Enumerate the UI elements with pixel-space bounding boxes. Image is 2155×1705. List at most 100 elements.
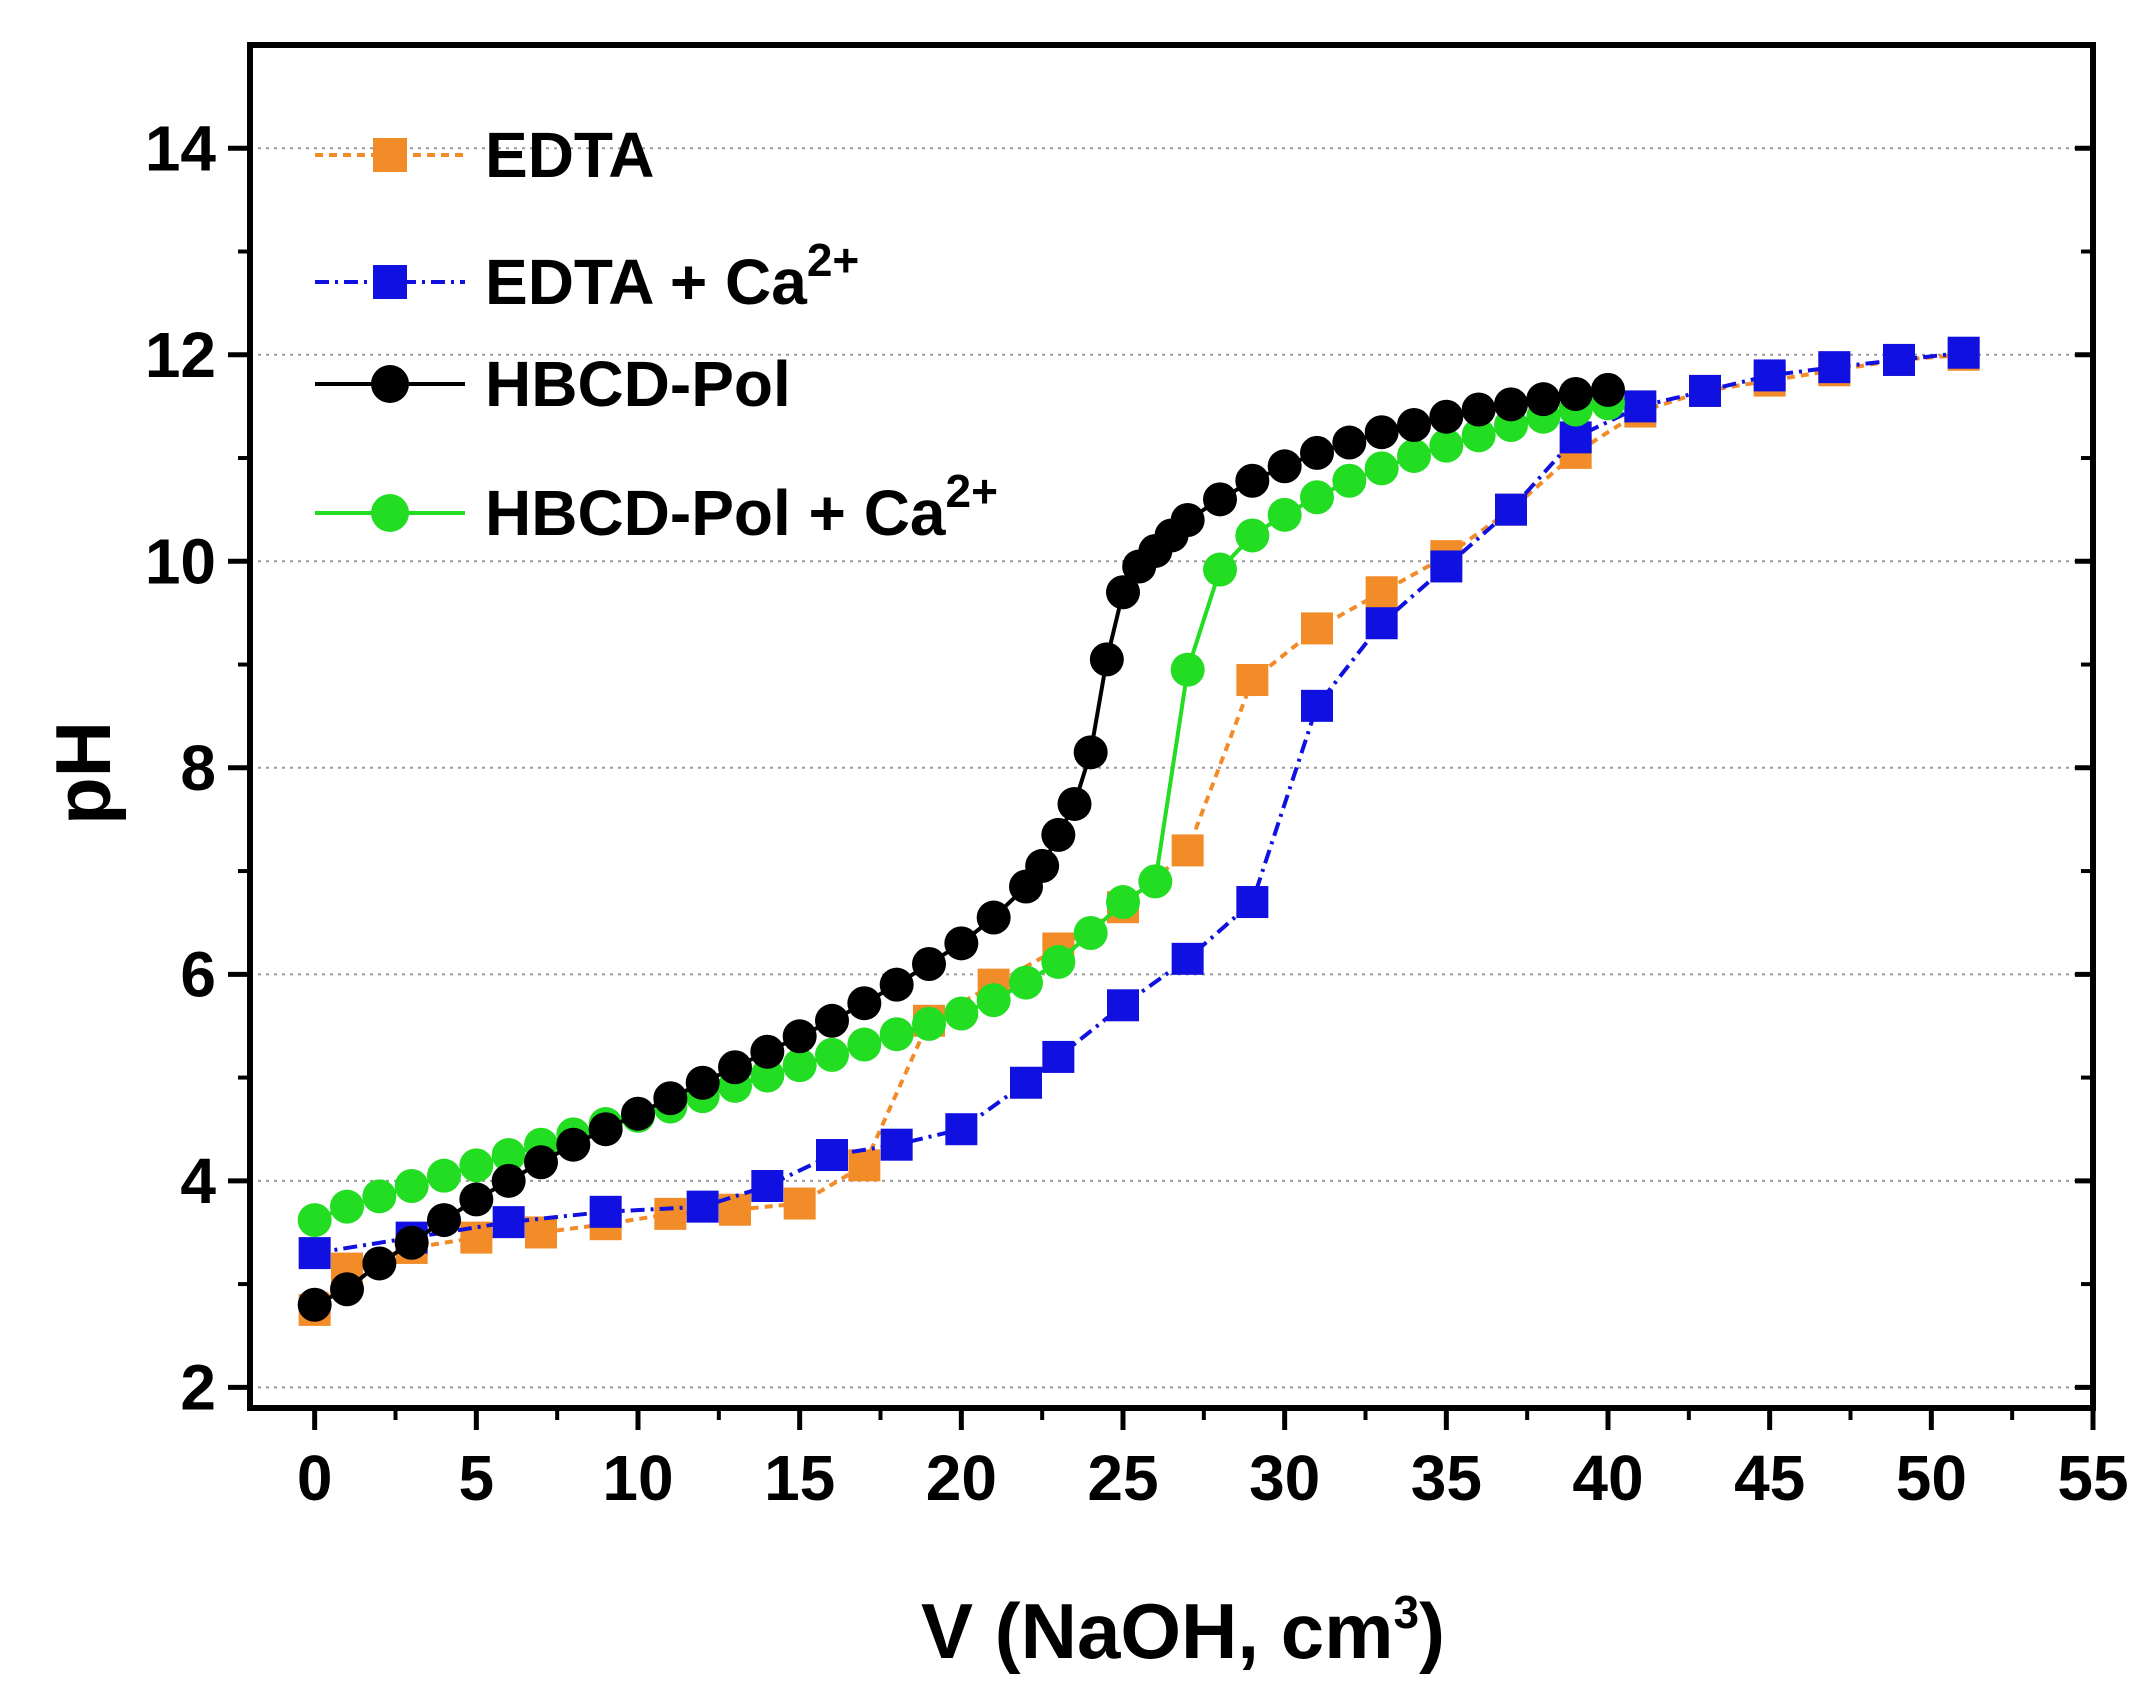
data-point (782, 1048, 817, 1083)
data-point (1397, 438, 1431, 473)
legend-marker (373, 265, 407, 299)
data-point (750, 1034, 785, 1069)
y-tick-label: 8 (180, 732, 216, 804)
data-point (330, 1272, 364, 1307)
data-point (394, 1225, 429, 1260)
x-tick-label: 5 (459, 1442, 495, 1514)
y-tick-label: 6 (180, 938, 216, 1010)
data-point (847, 986, 882, 1021)
data-point (912, 1006, 946, 1041)
data-point (362, 1246, 397, 1281)
data-point (1689, 374, 1721, 407)
data-point (362, 1179, 397, 1214)
data-point (1171, 834, 1204, 867)
data-point (1397, 407, 1431, 442)
data-point (880, 1128, 913, 1161)
data-point (491, 1138, 526, 1173)
data-point (1025, 848, 1060, 883)
data-point (427, 1158, 461, 1193)
x-tick-label: 25 (1087, 1442, 1158, 1514)
data-point (1494, 387, 1528, 422)
data-point (1332, 425, 1367, 460)
data-point (1010, 1066, 1042, 1099)
data-point (1170, 502, 1205, 537)
data-point (1236, 664, 1269, 697)
data-point (815, 1003, 849, 1038)
data-point (879, 1017, 914, 1052)
data-point (1203, 482, 1237, 517)
data-point (1057, 786, 1092, 821)
x-tick-label: 20 (926, 1442, 997, 1514)
data-point (1235, 463, 1270, 498)
data-point (1753, 359, 1786, 392)
data-point (524, 1145, 558, 1180)
data-point (1107, 989, 1139, 1022)
x-tick-label: 50 (1896, 1442, 1967, 1514)
legend-marker (373, 138, 407, 172)
data-point (1041, 817, 1076, 852)
data-point (1300, 435, 1334, 470)
series-1 (298, 336, 1980, 1270)
data-point (298, 1237, 331, 1270)
data-point (1365, 607, 1398, 640)
data-point (848, 1149, 881, 1182)
x-axis-title: V (NaOH, cm3) (921, 1586, 1445, 1675)
data-point (1073, 916, 1108, 951)
series-2 (297, 372, 1625, 1322)
data-point (1624, 390, 1657, 423)
data-point (588, 1112, 623, 1147)
data-point (751, 1169, 784, 1202)
y-tick-label: 10 (145, 525, 216, 597)
data-point (816, 1139, 848, 1172)
y-axis-title: pH (39, 721, 127, 825)
data-point (1430, 550, 1463, 583)
data-point (1301, 612, 1333, 645)
data-point (1089, 642, 1124, 677)
data-point (297, 1203, 332, 1238)
data-point (1883, 343, 1915, 376)
data-point (685, 1065, 720, 1100)
data-point (330, 1189, 364, 1224)
data-point (653, 1081, 688, 1116)
data-point (1171, 942, 1204, 975)
x-tick-label: 10 (602, 1442, 673, 1514)
data-point (525, 1216, 557, 1249)
data-point (782, 1019, 817, 1054)
data-point (783, 1187, 816, 1220)
x-tick-label: 55 (2057, 1442, 2128, 1514)
y-tick-label: 12 (145, 319, 216, 391)
data-point (1429, 399, 1464, 434)
data-point (944, 996, 979, 1031)
data-point (654, 1197, 687, 1230)
data-point (1073, 735, 1108, 770)
axis-ticks (228, 145, 2096, 1430)
legend: EDTA EDTA + Ca2+ HBCD-Pol HBCD-Pol + Ca2+ (315, 119, 998, 549)
x-tick-label: 0 (297, 1442, 333, 1514)
x-tick-label: 45 (1734, 1442, 1805, 1514)
x-axis-title-superscript: 3 (1393, 1586, 1419, 1638)
data-point (1818, 351, 1851, 384)
legend-marker (371, 365, 409, 403)
data-point (1558, 377, 1593, 412)
data-point (1461, 392, 1496, 427)
y-tick-label: 4 (180, 1145, 216, 1217)
data-point (1461, 418, 1496, 453)
x-axis-title-main: V (NaOH, cm (921, 1587, 1393, 1675)
x-tick-labels: 0 5 10 15 20 25 30 35 40 45 50 55 (297, 1442, 2129, 1514)
x-tick-label: 35 (1411, 1442, 1482, 1514)
data-point (491, 1163, 526, 1198)
data-point (976, 900, 1011, 935)
data-point (297, 1287, 332, 1322)
data-point (1365, 576, 1398, 609)
data-point (1009, 965, 1043, 1000)
data-point (847, 1027, 882, 1062)
legend-label: EDTA (485, 119, 654, 191)
data-point (1495, 493, 1527, 526)
y-tick-label: 2 (180, 1351, 216, 1423)
data-point (945, 1113, 978, 1146)
data-point (1170, 652, 1205, 687)
data-point (976, 983, 1011, 1018)
data-point (1301, 689, 1333, 722)
data-point (394, 1168, 429, 1203)
